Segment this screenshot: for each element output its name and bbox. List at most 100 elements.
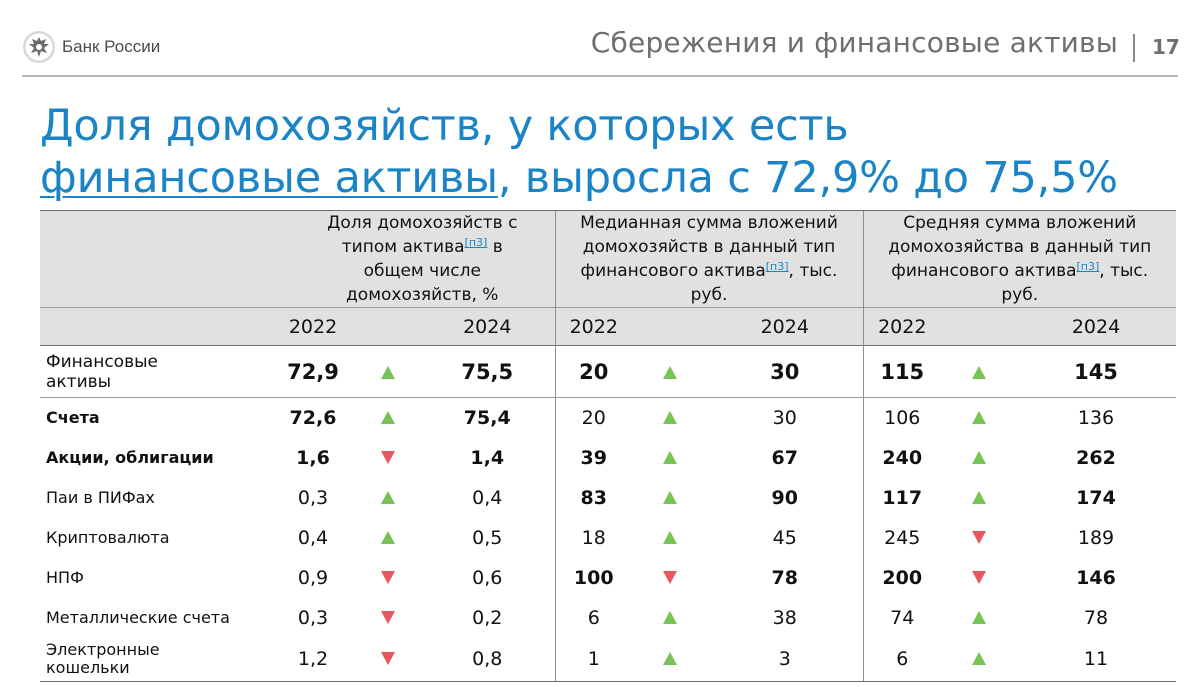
title-link[interactable]: финансовые активы bbox=[40, 153, 498, 203]
triangle-up-icon bbox=[381, 490, 395, 504]
value-2024: 145 bbox=[1016, 345, 1176, 398]
triangle-up-icon bbox=[662, 490, 677, 504]
value-2022: 0,9 bbox=[297, 566, 329, 589]
change-indicator bbox=[941, 518, 1016, 558]
change-indicator bbox=[632, 637, 707, 682]
column-header-1: Доля домохозяйств с типом актива[п3] в о… bbox=[270, 210, 555, 308]
value-2022: 200 bbox=[862, 557, 941, 598]
change-indicator bbox=[356, 345, 420, 398]
value-2022: 20 bbox=[554, 397, 632, 438]
column-header-text: Доля домохозяйств с типом актива bbox=[327, 213, 518, 257]
value-2022: 100 bbox=[554, 557, 632, 598]
row-label: НПФ bbox=[46, 567, 84, 587]
bank-logo: Банк России bbox=[22, 30, 160, 64]
header-rule bbox=[22, 75, 1178, 77]
triangle-up-icon bbox=[662, 410, 677, 424]
table-row: Криптовалюта 0,4 0,5 18 45 245 189 bbox=[40, 517, 1176, 558]
change-indicator bbox=[632, 438, 707, 478]
assets-table: Доля домохозяйств с типом актива[п3] в о… bbox=[40, 210, 1176, 682]
title-part2: , выросла с 72,9% до 75,5% bbox=[497, 153, 1118, 203]
column-header-text-tail: , тыс. руб. bbox=[1001, 261, 1149, 305]
table-row: Акции, облигации 1,6 1,4 39 67 240 262 bbox=[40, 437, 1176, 478]
change-indicator bbox=[941, 637, 1016, 682]
triangle-up-icon bbox=[662, 652, 677, 666]
triangle-down-icon bbox=[971, 530, 986, 544]
change-indicator bbox=[356, 558, 420, 598]
change-indicator bbox=[356, 518, 420, 558]
title-part1: Доля домохозяйств, у которых есть bbox=[40, 101, 849, 151]
value-2022: 1 bbox=[554, 637, 632, 682]
footnote-ref-link[interactable]: [п3] bbox=[1076, 260, 1100, 273]
triangle-up-icon bbox=[381, 365, 395, 379]
header-empty bbox=[40, 210, 270, 308]
triangle-up-icon bbox=[971, 610, 986, 624]
triangle-down-icon bbox=[381, 450, 395, 464]
value-2022: 72,6 bbox=[289, 406, 337, 429]
change-indicator bbox=[632, 398, 707, 438]
table-row: Счета 72,6 75,4 20 30 106 136 bbox=[40, 397, 1176, 438]
change-indicator bbox=[941, 598, 1016, 638]
page-title: Доля домохозяйств, у которых есть финанс… bbox=[40, 100, 1160, 204]
value-2024: 30 bbox=[772, 406, 797, 429]
footnote-ref-link[interactable]: [п3] bbox=[765, 260, 789, 273]
row-label: Металлические счета bbox=[46, 607, 230, 627]
change-indicator bbox=[356, 438, 420, 478]
triangle-up-icon bbox=[971, 365, 986, 379]
section-title: Сбережения и финансовые активы bbox=[590, 26, 1118, 59]
change-indicator bbox=[941, 478, 1016, 518]
value-2022: 117 bbox=[862, 477, 941, 518]
value-2022: 0,3 bbox=[297, 606, 329, 629]
value-2024: 0,6 bbox=[472, 566, 503, 589]
value-2022: 83 bbox=[554, 477, 632, 518]
logo-text: Банк России bbox=[62, 37, 161, 56]
value-2024: 174 bbox=[1076, 486, 1116, 509]
value-2024: 67 bbox=[771, 446, 798, 469]
column-header-text-tail: в общем числе домохозяйств, % bbox=[346, 237, 503, 305]
triangle-up-icon bbox=[662, 450, 677, 464]
table-row: НПФ 0,9 0,6 100 78 200 146 bbox=[40, 557, 1176, 598]
value-2022: 1,2 bbox=[270, 637, 356, 682]
triangle-up-icon bbox=[662, 610, 677, 624]
value-2024: 0,5 bbox=[472, 526, 503, 549]
value-2022: 74 bbox=[862, 597, 941, 638]
value-2024: 75,4 bbox=[463, 406, 511, 429]
value-2024: 78 bbox=[1083, 606, 1109, 629]
value-2024: 262 bbox=[1076, 446, 1116, 469]
table-row: Финансовые активы 72,9 75,5 20 30 115 145 bbox=[40, 345, 1176, 398]
value-2024: 1,4 bbox=[470, 446, 505, 469]
triangle-up-icon bbox=[381, 410, 395, 424]
triangle-down-icon bbox=[381, 652, 395, 666]
change-indicator bbox=[941, 558, 1016, 598]
value-2024: 78 bbox=[771, 566, 798, 589]
triangle-down-icon bbox=[381, 570, 395, 584]
value-2024: 38 bbox=[772, 606, 797, 629]
table-row: Электронные кошельки 1,2 0,8 1 3 6 11 bbox=[40, 637, 1176, 682]
value-2024: 30 bbox=[707, 345, 863, 398]
year-header: 2022 bbox=[270, 307, 356, 346]
footnote-ref-link[interactable]: [п3] bbox=[464, 236, 488, 249]
change-indicator bbox=[941, 398, 1016, 438]
table-row: Паи в ПИФах 0,3 0,4 83 90 117 174 bbox=[40, 477, 1176, 518]
value-2024: 3 bbox=[707, 637, 863, 682]
column-header-text: Медианная сумма вложений домохозяйств в … bbox=[580, 213, 838, 281]
value-2024: 75,5 bbox=[420, 345, 555, 398]
value-2024: 90 bbox=[771, 486, 798, 509]
value-2022: 115 bbox=[862, 345, 941, 398]
change-indicator bbox=[356, 398, 420, 438]
value-2022: 0,4 bbox=[297, 526, 329, 549]
value-2024: 45 bbox=[772, 526, 797, 549]
column-header-text-tail: , тыс. руб. bbox=[690, 261, 838, 305]
change-indicator bbox=[356, 478, 420, 518]
value-2022: 1,6 bbox=[296, 446, 330, 469]
triangle-down-icon bbox=[971, 570, 986, 584]
value-2022: 39 bbox=[554, 437, 632, 478]
column-header-2: Медианная сумма вложений домохозяйств в … bbox=[554, 210, 863, 308]
value-2022: 72,9 bbox=[270, 345, 356, 398]
header-empty-year bbox=[40, 307, 270, 346]
row-label: Счета bbox=[46, 407, 100, 427]
change-indicator bbox=[632, 518, 707, 558]
year-header-gap bbox=[356, 307, 420, 346]
triangle-up-icon bbox=[381, 530, 395, 544]
year-header-gap bbox=[941, 307, 1016, 346]
row-label: Электронные кошельки bbox=[40, 637, 270, 682]
